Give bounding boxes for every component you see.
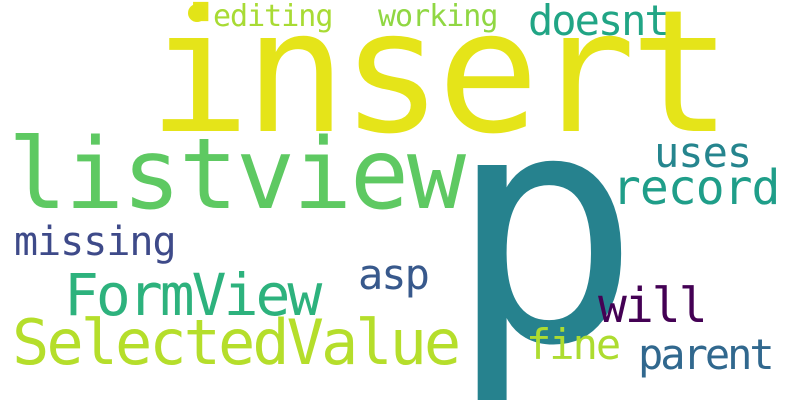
dot-mark bbox=[188, 4, 206, 22]
word-selectedvalue: SelectedValue bbox=[12, 306, 461, 379]
word-will: will bbox=[598, 278, 708, 334]
word-fine: fine bbox=[526, 320, 621, 369]
word-asp: asp bbox=[358, 250, 430, 299]
word-formview: FormView bbox=[64, 261, 322, 329]
word-insert: insert bbox=[148, 0, 732, 172]
word-working: working bbox=[378, 0, 498, 34]
word-p: p bbox=[448, 44, 641, 400]
word-doesnt: doesnt bbox=[528, 0, 670, 45]
word-uses: uses bbox=[654, 128, 752, 177]
word-listview: listview bbox=[8, 118, 466, 232]
word-missing: missing bbox=[14, 219, 177, 265]
word-editing: editing bbox=[213, 0, 333, 34]
word-record: record bbox=[612, 160, 780, 216]
word-parent: parent bbox=[638, 330, 775, 379]
